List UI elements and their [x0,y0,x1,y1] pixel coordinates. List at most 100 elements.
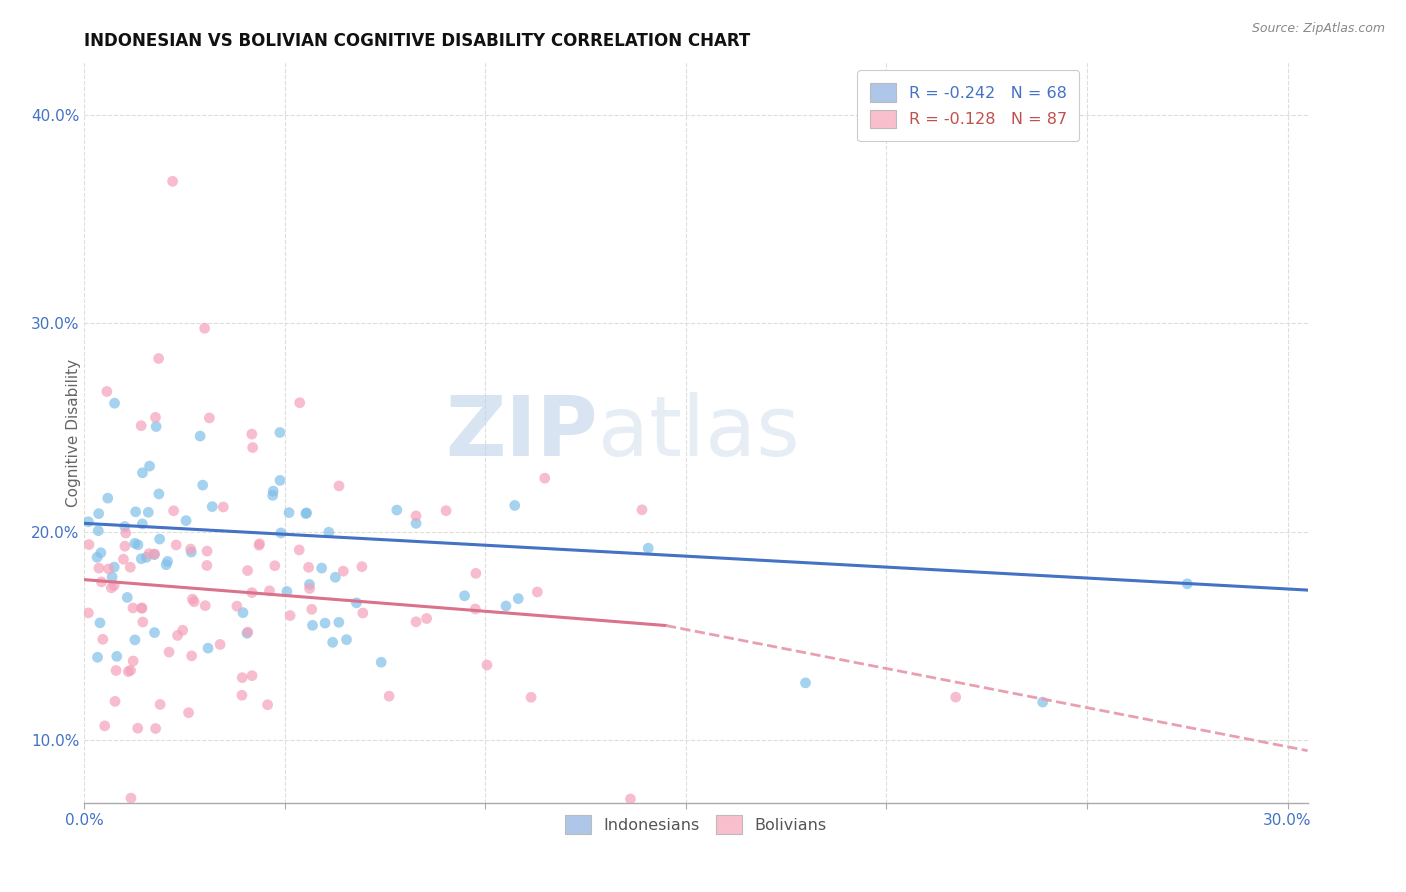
Point [162,174,184,188]
Point [135,550,157,565]
Point [180,545,202,559]
Point [385,503,408,517]
Point [464,602,486,616]
Point [325,570,347,584]
Point [101,570,124,584]
Point [322,635,344,649]
Point [156,554,179,568]
Point [103,578,125,592]
Point [143,547,166,561]
Point [240,427,263,442]
Point [288,396,311,410]
Point [332,564,354,578]
Point [236,564,259,578]
Point [194,599,217,613]
Point [247,538,270,552]
Point [87,524,110,538]
Point [269,425,291,440]
Point [117,591,139,605]
Point [278,506,301,520]
Point [195,544,218,558]
Point [127,538,149,552]
Point [145,419,167,434]
Point [114,526,136,541]
Point [145,410,167,425]
Point [97,562,120,576]
Point [209,637,232,651]
Point [105,664,128,678]
Point [231,671,253,685]
Point [138,547,160,561]
Point [405,508,427,523]
Point [129,418,152,433]
Point [86,550,108,565]
Point [138,459,160,474]
Point [155,558,177,572]
Point [122,654,145,668]
Point [86,650,108,665]
Point [503,499,526,513]
Point [298,577,321,591]
Point [350,559,373,574]
Point [180,541,202,556]
Point [314,616,336,631]
Point [370,655,392,669]
Point [148,487,170,501]
Point [464,566,486,581]
Point [148,351,170,366]
Point [1032,695,1054,709]
Point [149,532,172,546]
Y-axis label: Cognitive Disability: Cognitive Disability [66,359,80,507]
Point [495,599,517,613]
Point [114,519,136,533]
Point [269,474,291,488]
Point [149,698,172,712]
Point [249,537,271,551]
Point [100,581,122,595]
Point [90,546,112,560]
Point [278,608,301,623]
Point [117,665,139,679]
Point [104,694,127,708]
Point [242,441,264,455]
Point [297,560,319,574]
Point [93,719,115,733]
Point [124,505,146,519]
Point [236,625,259,640]
Point [96,384,118,399]
Point [131,516,153,531]
Point [352,606,374,620]
Point [945,690,967,705]
Point [405,615,427,629]
Point [91,632,114,647]
Point [225,599,247,614]
Point [212,500,235,514]
Point [143,625,166,640]
Point [240,668,263,682]
Point [346,596,368,610]
Point [163,504,186,518]
Point [328,615,350,630]
Point [120,560,142,574]
Point [77,515,100,529]
Point [89,615,111,630]
Point [201,500,224,514]
Point [129,551,152,566]
Point [794,676,817,690]
Point [533,471,555,485]
Point [475,658,498,673]
Point [172,624,194,638]
Point [174,514,197,528]
Point [298,582,321,596]
Point [256,698,278,712]
Point [328,479,350,493]
Point [131,601,153,615]
Point [87,507,110,521]
Text: Source: ZipAtlas.com: Source: ZipAtlas.com [1251,22,1385,36]
Point [263,558,285,573]
Point [124,632,146,647]
Point [236,626,259,640]
Point [112,552,135,566]
Point [619,792,641,806]
Point [127,721,149,735]
